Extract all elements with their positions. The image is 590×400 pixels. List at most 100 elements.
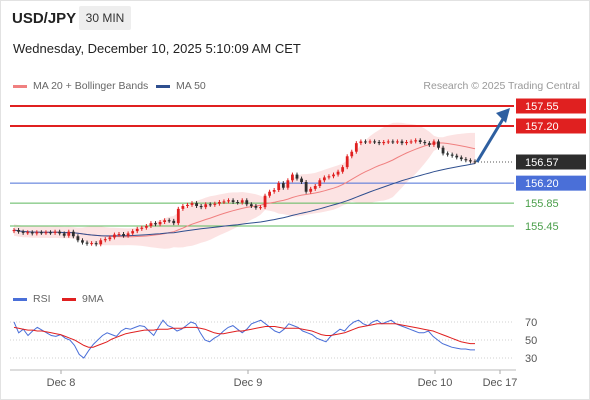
candle (405, 140, 408, 146)
level-label-156.57: 156.57 (525, 157, 559, 169)
candle-body (181, 206, 185, 209)
rsi-tick-50: 50 (525, 335, 537, 347)
candle-body (322, 177, 326, 181)
candle-body (186, 204, 189, 206)
candle (122, 232, 125, 238)
candle-body (199, 206, 203, 208)
level-label-156.20: 156.20 (525, 178, 559, 190)
projection (475, 108, 510, 163)
candle (158, 220, 162, 227)
candle-body (341, 167, 345, 172)
datetime-label: Wednesday, December 10, 2025 5:10:09 AM … (13, 41, 301, 56)
legend-ma20-label: MA 20 + Bollinger Bands (33, 80, 149, 92)
candle (272, 188, 276, 194)
candle (446, 151, 450, 157)
credit-text: Research © 2025 Trading Central (423, 80, 580, 92)
timeframe-badge[interactable]: 30 MIN (79, 6, 131, 30)
candle (195, 201, 198, 208)
candle-body (113, 234, 116, 238)
candle-body (90, 243, 93, 245)
candle-body (44, 232, 48, 234)
candle-body (140, 227, 144, 229)
candle-body (277, 183, 281, 190)
candle-body (167, 220, 171, 222)
candle (336, 169, 340, 177)
candle (176, 206, 180, 226)
candle-body (71, 231, 75, 237)
candle (172, 218, 176, 226)
candle-body (286, 180, 290, 188)
x-tick-label: Dec 8 (47, 377, 76, 389)
candle (259, 205, 262, 210)
candle-body (291, 174, 294, 181)
candle-body (190, 203, 194, 205)
candle (263, 193, 267, 210)
candle (332, 172, 335, 179)
candle-body (103, 239, 107, 241)
candle (245, 198, 249, 207)
candle-body (158, 222, 162, 225)
candle (295, 172, 299, 181)
candle (117, 232, 121, 237)
candle (322, 175, 326, 183)
candle-body (455, 155, 459, 158)
candle (149, 221, 153, 228)
level-label-155.45: 155.45 (525, 221, 559, 233)
candle-body (459, 157, 463, 160)
projection-arrow-shaft (475, 113, 508, 163)
candle (277, 181, 281, 192)
candle-body (437, 141, 440, 148)
bollinger-band-area (14, 122, 475, 249)
candle-body (364, 141, 367, 143)
candle-body (30, 232, 34, 234)
candle (359, 139, 363, 146)
candle (53, 229, 57, 235)
candle-body (176, 208, 180, 224)
candle-body (144, 226, 148, 228)
candle (469, 158, 472, 164)
candle (126, 231, 130, 238)
candle (44, 230, 48, 235)
candle (208, 202, 212, 207)
candle (300, 176, 303, 184)
candle-body (295, 174, 299, 179)
candle-body (382, 142, 386, 144)
candle (432, 139, 436, 147)
candle-body (432, 141, 436, 145)
candle (144, 224, 148, 230)
candle-body (17, 230, 20, 232)
candle (213, 201, 217, 207)
candle-body (350, 151, 354, 157)
candle (67, 229, 71, 238)
candle (217, 200, 221, 206)
candle-body (122, 234, 125, 236)
candle-body (26, 232, 30, 234)
candle (186, 202, 189, 208)
candle (368, 139, 372, 144)
candle-body (473, 161, 477, 163)
candle (309, 186, 313, 194)
candle (304, 180, 308, 194)
candle-body (400, 141, 404, 144)
level-tag-157.55 (516, 98, 586, 114)
9ma-swatch (62, 297, 76, 301)
candle-body (469, 160, 472, 162)
ma50-line (13, 163, 476, 237)
candle-body (259, 207, 262, 209)
candle-body (81, 240, 84, 243)
candle-body (309, 188, 313, 192)
candle (12, 228, 16, 234)
candle (21, 229, 25, 235)
candle (236, 200, 240, 205)
candle (254, 204, 258, 210)
candle (140, 225, 144, 231)
candle (409, 139, 413, 144)
candle-body (39, 232, 43, 234)
candle-body (172, 220, 176, 224)
legend-ma50: MA 50 (156, 80, 206, 92)
candle (464, 157, 468, 163)
candle-body (359, 141, 363, 144)
legend-rsi-label: RSI (33, 293, 51, 305)
candle-body (236, 202, 240, 203)
candle (354, 141, 358, 154)
